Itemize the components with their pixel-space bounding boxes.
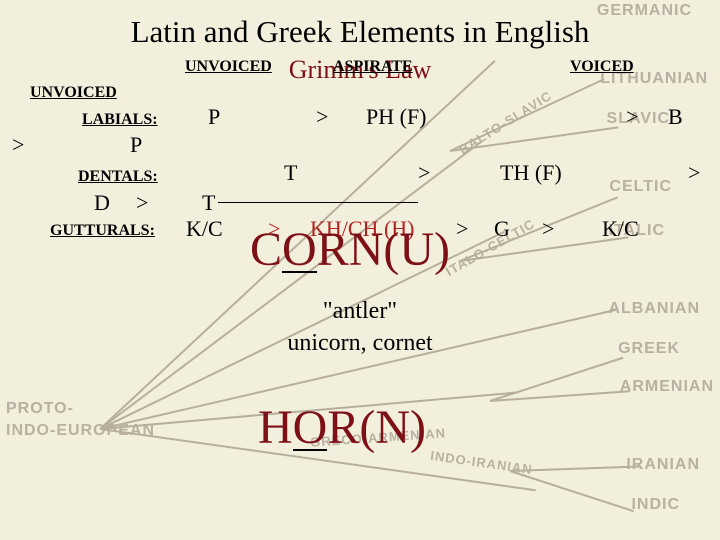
row-gutturals: GUTTURALS:	[50, 222, 155, 240]
cell-th: TH (F)	[500, 160, 562, 186]
cell-p1: P	[208, 104, 220, 130]
cell-gt-2: >	[626, 104, 638, 130]
hdr-unvoiced-top: UNVOICED	[185, 58, 272, 76]
cell-gt-3: >	[12, 132, 24, 158]
hdr-voiced: VOICED	[570, 58, 634, 76]
examples-line2: unicorn, cornet	[0, 330, 720, 357]
cell-gt-5: >	[688, 160, 700, 186]
cell-gt-6: >	[136, 190, 148, 216]
cell-gt-8: >	[456, 216, 468, 242]
cell-g: G	[494, 216, 510, 242]
cell-t1: T	[284, 160, 297, 186]
big-cornu: CORN(U)	[250, 222, 450, 277]
strike-line	[218, 202, 418, 203]
cell-b: B	[668, 104, 683, 130]
cell-gt-1: >	[316, 104, 328, 130]
row-dentals: DENTALS:	[78, 168, 158, 186]
examples-line1: "antler"	[0, 298, 720, 325]
cornu-underline: O	[282, 230, 317, 273]
hdr-unvoiced-left: UNVOICED	[30, 84, 117, 102]
row-labials: LABIALS:	[82, 111, 158, 129]
cell-d: D	[94, 190, 110, 216]
cell-kc2: K/C	[602, 216, 639, 242]
content-layer: Latin and Greek Elements in English Grim…	[0, 0, 720, 540]
page-title: Latin and Greek Elements in English	[0, 14, 720, 50]
cell-ph: PH (F)	[366, 104, 427, 130]
hdr-aspirate: ASPIRATE	[333, 58, 413, 76]
cell-gt-4: >	[418, 160, 430, 186]
cell-p2: P	[130, 132, 142, 158]
cell-t2: T	[202, 190, 215, 216]
big-horn: HOR(N)	[258, 400, 426, 455]
cell-gt-9: >	[542, 216, 554, 242]
cell-kc1: K/C	[186, 216, 223, 242]
horn-underline: O	[293, 408, 328, 451]
